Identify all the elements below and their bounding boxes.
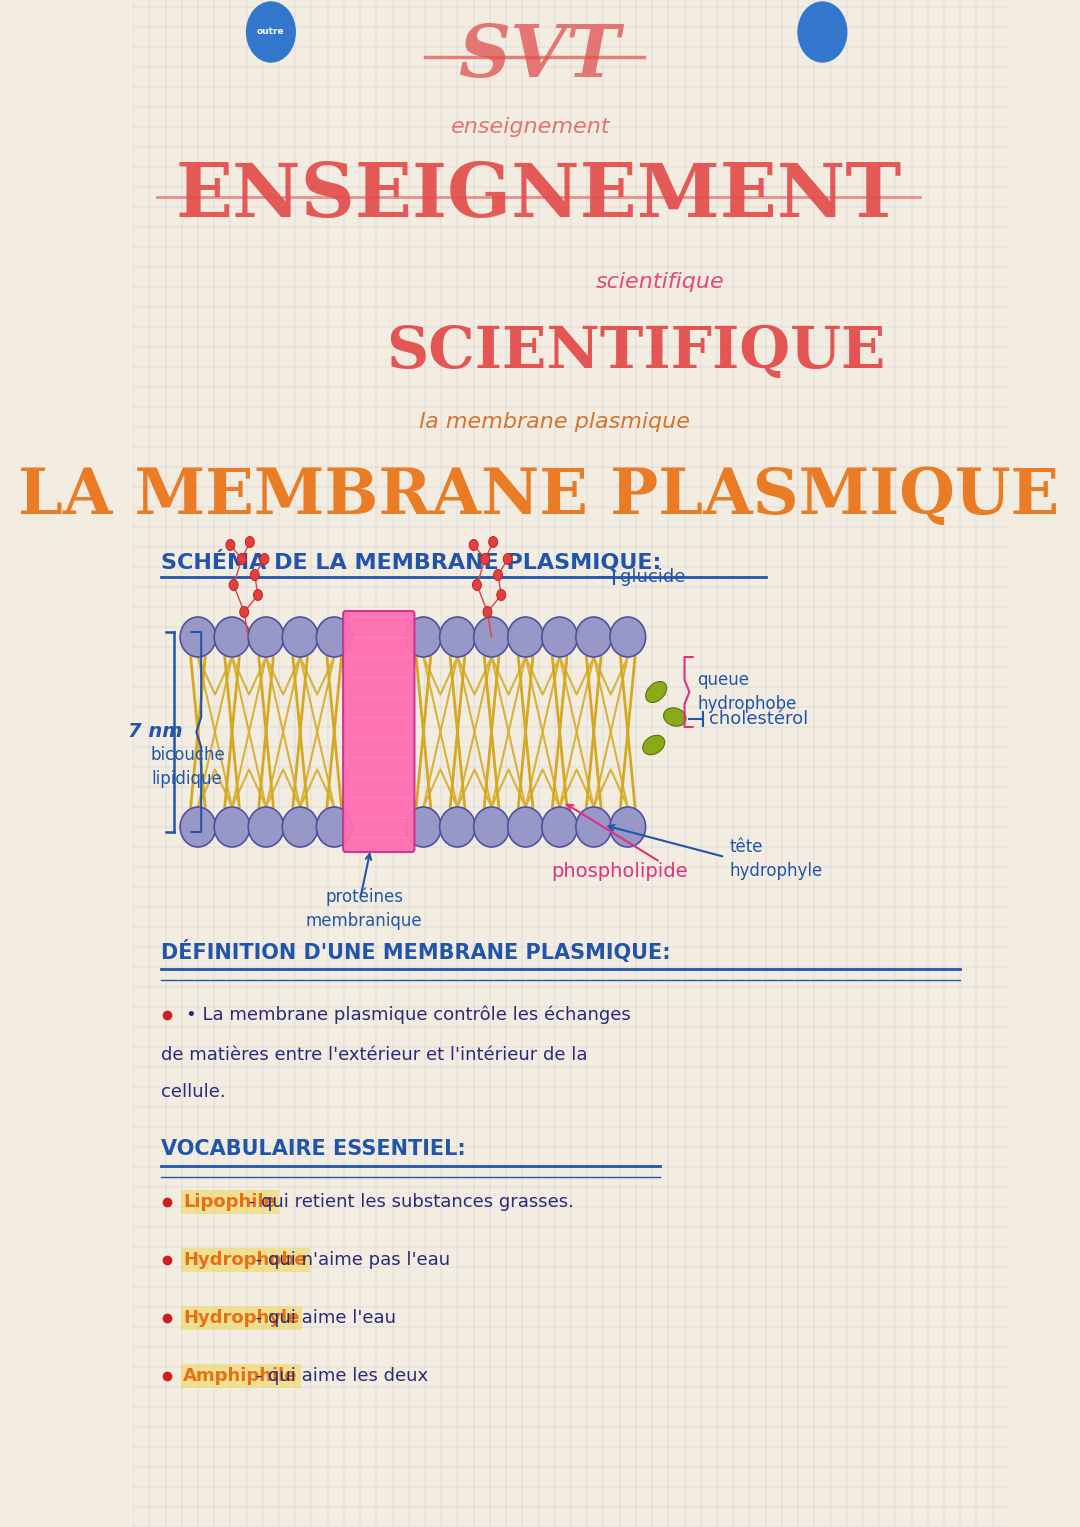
Text: Hydrophobe: Hydrophobe <box>184 1251 307 1269</box>
Ellipse shape <box>474 806 510 847</box>
Text: bicouche
lipidique: bicouche lipidique <box>151 747 226 788</box>
FancyBboxPatch shape <box>343 611 415 852</box>
Ellipse shape <box>469 539 478 551</box>
Ellipse shape <box>663 709 686 727</box>
Text: queue
hydrophobe: queue hydrophobe <box>698 672 797 713</box>
Ellipse shape <box>542 806 578 847</box>
Ellipse shape <box>316 806 352 847</box>
Ellipse shape <box>180 617 216 657</box>
Ellipse shape <box>497 589 505 600</box>
Text: de matières entre l'extérieur et l'intérieur de la: de matières entre l'extérieur et l'intér… <box>161 1046 588 1064</box>
Ellipse shape <box>229 580 238 591</box>
Ellipse shape <box>180 806 216 847</box>
Ellipse shape <box>643 736 664 754</box>
Text: tête
hydrophyle: tête hydrophyle <box>729 838 822 880</box>
Ellipse shape <box>260 553 269 565</box>
Ellipse shape <box>406 617 442 657</box>
Ellipse shape <box>508 617 543 657</box>
Text: - qui aime l'eau: - qui aime l'eau <box>249 1309 396 1327</box>
Ellipse shape <box>481 553 489 565</box>
Ellipse shape <box>406 806 442 847</box>
Ellipse shape <box>254 589 262 600</box>
Text: outre: outre <box>257 27 285 37</box>
Text: ENSEIGNEMENT: ENSEIGNEMENT <box>175 160 902 234</box>
Circle shape <box>246 2 295 63</box>
Ellipse shape <box>488 536 498 548</box>
Ellipse shape <box>282 617 318 657</box>
Ellipse shape <box>472 580 482 591</box>
Text: LA MEMBRANE PLASMIQUE: LA MEMBRANE PLASMIQUE <box>18 467 1059 527</box>
Ellipse shape <box>248 806 284 847</box>
Ellipse shape <box>240 606 248 617</box>
Ellipse shape <box>576 617 611 657</box>
Text: VOCABULAIRE ESSENTIEL:: VOCABULAIRE ESSENTIEL: <box>161 1139 467 1159</box>
Text: 7 nm: 7 nm <box>129 722 184 742</box>
Ellipse shape <box>576 806 611 847</box>
Text: cholestérol: cholestérol <box>708 710 808 728</box>
Ellipse shape <box>508 806 543 847</box>
Text: - qui retient les substances grasses.: - qui retient les substances grasses. <box>243 1193 575 1211</box>
Text: DÉFINITION D'UNE MEMBRANE PLASMIQUE:: DÉFINITION D'UNE MEMBRANE PLASMIQUE: <box>161 941 671 964</box>
Ellipse shape <box>214 806 249 847</box>
Text: SVT: SVT <box>458 21 620 93</box>
Ellipse shape <box>483 606 491 617</box>
Ellipse shape <box>474 617 510 657</box>
Text: scientifique: scientifique <box>596 272 725 292</box>
Ellipse shape <box>440 806 475 847</box>
Text: - qui n'aime pas l'eau: - qui n'aime pas l'eau <box>249 1251 450 1269</box>
Text: protéines
membranique: protéines membranique <box>306 887 422 930</box>
Ellipse shape <box>226 539 234 551</box>
Ellipse shape <box>214 617 249 657</box>
Text: Amphiphile: Amphiphile <box>184 1367 298 1385</box>
Ellipse shape <box>248 617 284 657</box>
Ellipse shape <box>494 570 502 580</box>
Text: - qui aime les deux: - qui aime les deux <box>249 1367 428 1385</box>
Ellipse shape <box>316 617 352 657</box>
Text: enseignement: enseignement <box>450 118 610 137</box>
Ellipse shape <box>610 806 646 847</box>
Text: la membrane plasmique: la membrane plasmique <box>419 412 690 432</box>
Text: SCHÉMA DE LA MEMBRANE PLASMIQUE:: SCHÉMA DE LA MEMBRANE PLASMIQUE: <box>161 551 662 574</box>
Ellipse shape <box>238 553 246 565</box>
Ellipse shape <box>282 806 318 847</box>
Circle shape <box>798 2 847 63</box>
Text: Lipophile: Lipophile <box>184 1193 276 1211</box>
Text: cellule.: cellule. <box>161 1083 226 1101</box>
Ellipse shape <box>245 536 254 548</box>
Text: phospholipide: phospholipide <box>552 863 688 881</box>
Text: glucide: glucide <box>620 568 685 586</box>
Ellipse shape <box>503 553 512 565</box>
Ellipse shape <box>646 681 666 702</box>
Text: • La membrane plasmique contrôle les échanges: • La membrane plasmique contrôle les éch… <box>186 1006 631 1025</box>
Text: Hydrophyle: Hydrophyle <box>184 1309 300 1327</box>
Text: SCIENTIFIQUE: SCIENTIFIQUE <box>387 324 886 380</box>
Ellipse shape <box>251 570 259 580</box>
Ellipse shape <box>440 617 475 657</box>
Ellipse shape <box>542 617 578 657</box>
Ellipse shape <box>610 617 646 657</box>
